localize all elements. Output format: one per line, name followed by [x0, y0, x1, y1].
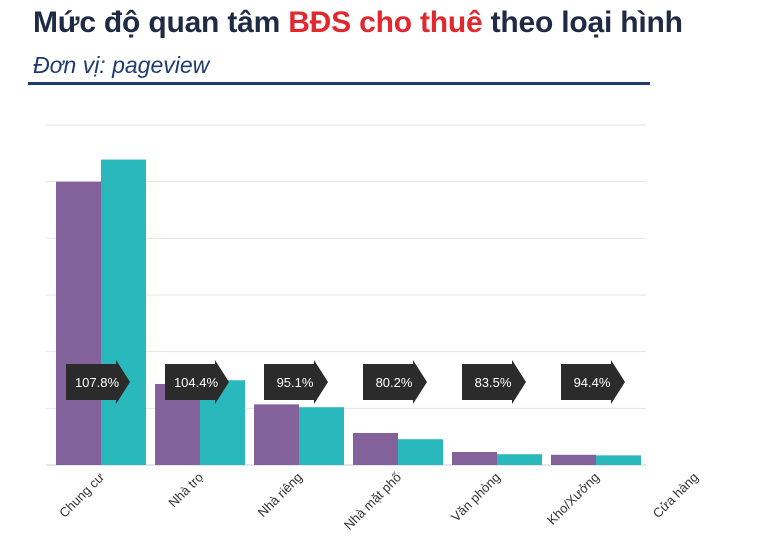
ratio-arrow-5: [561, 360, 625, 404]
bar-series-2-2: [299, 407, 344, 465]
ratio-arrow-1: [165, 360, 229, 404]
chart-subtitle: Đơn vị: pageview: [33, 52, 210, 78]
ratio-label-2: 95.1%: [277, 375, 314, 390]
category-label-3: Nhà mặt phố: [341, 470, 404, 533]
ratio-label-4: 83.5%: [475, 375, 512, 390]
bar-series-1-4: [452, 451, 497, 465]
bar-series-2-0: [101, 159, 146, 466]
bar-series-2-4: [497, 454, 542, 465]
category-label-5: Kho/Xưởng: [544, 470, 602, 528]
category-label-6: Cửa hàng: [650, 470, 702, 522]
ratio-arrow-0: [66, 360, 130, 404]
category-label-1: Nhà trọ: [165, 470, 206, 511]
category-label-4: Văn phòng: [448, 470, 503, 525]
ratio-label-0: 107.8%: [75, 375, 120, 390]
ratio-label-1: 104.4%: [174, 375, 219, 390]
title-part-2: theo loại hình: [482, 6, 683, 39]
title-part-1: Mức độ quan tâm: [33, 6, 289, 39]
ratio-arrow-2: [264, 360, 328, 404]
bars: [56, 159, 641, 466]
category-label-0: Chung cư: [56, 469, 107, 520]
bar-series-1-2: [254, 404, 299, 465]
ratio-arrow-3: [363, 360, 427, 404]
bar-series-1-0: [56, 181, 101, 465]
ratio-arrow-4: [462, 360, 526, 404]
chart-title: Mức độ quan tâm BĐS cho thuê theo loại h…: [33, 6, 683, 40]
ratio-arrows: 107.8% 104.4% 95.1% 80.2% 83.5% 94.4%: [66, 360, 625, 404]
category-label-2: Nhà riêng: [255, 470, 305, 520]
title-underline: [28, 82, 650, 85]
title-highlight: BĐS cho thuê: [288, 6, 483, 39]
bar-series-2-3: [398, 439, 443, 465]
bar-series-1-5: [551, 454, 596, 465]
ratio-label-5: 94.4%: [574, 375, 611, 390]
bar-series-1-3: [353, 432, 398, 465]
category-labels: Chung cư Nhà trọ Nhà riêng Nhà mặt phố Văn p…: [56, 469, 701, 532]
bar-series-2-5: [596, 455, 641, 465]
ratio-label-3: 80.2%: [376, 375, 413, 390]
